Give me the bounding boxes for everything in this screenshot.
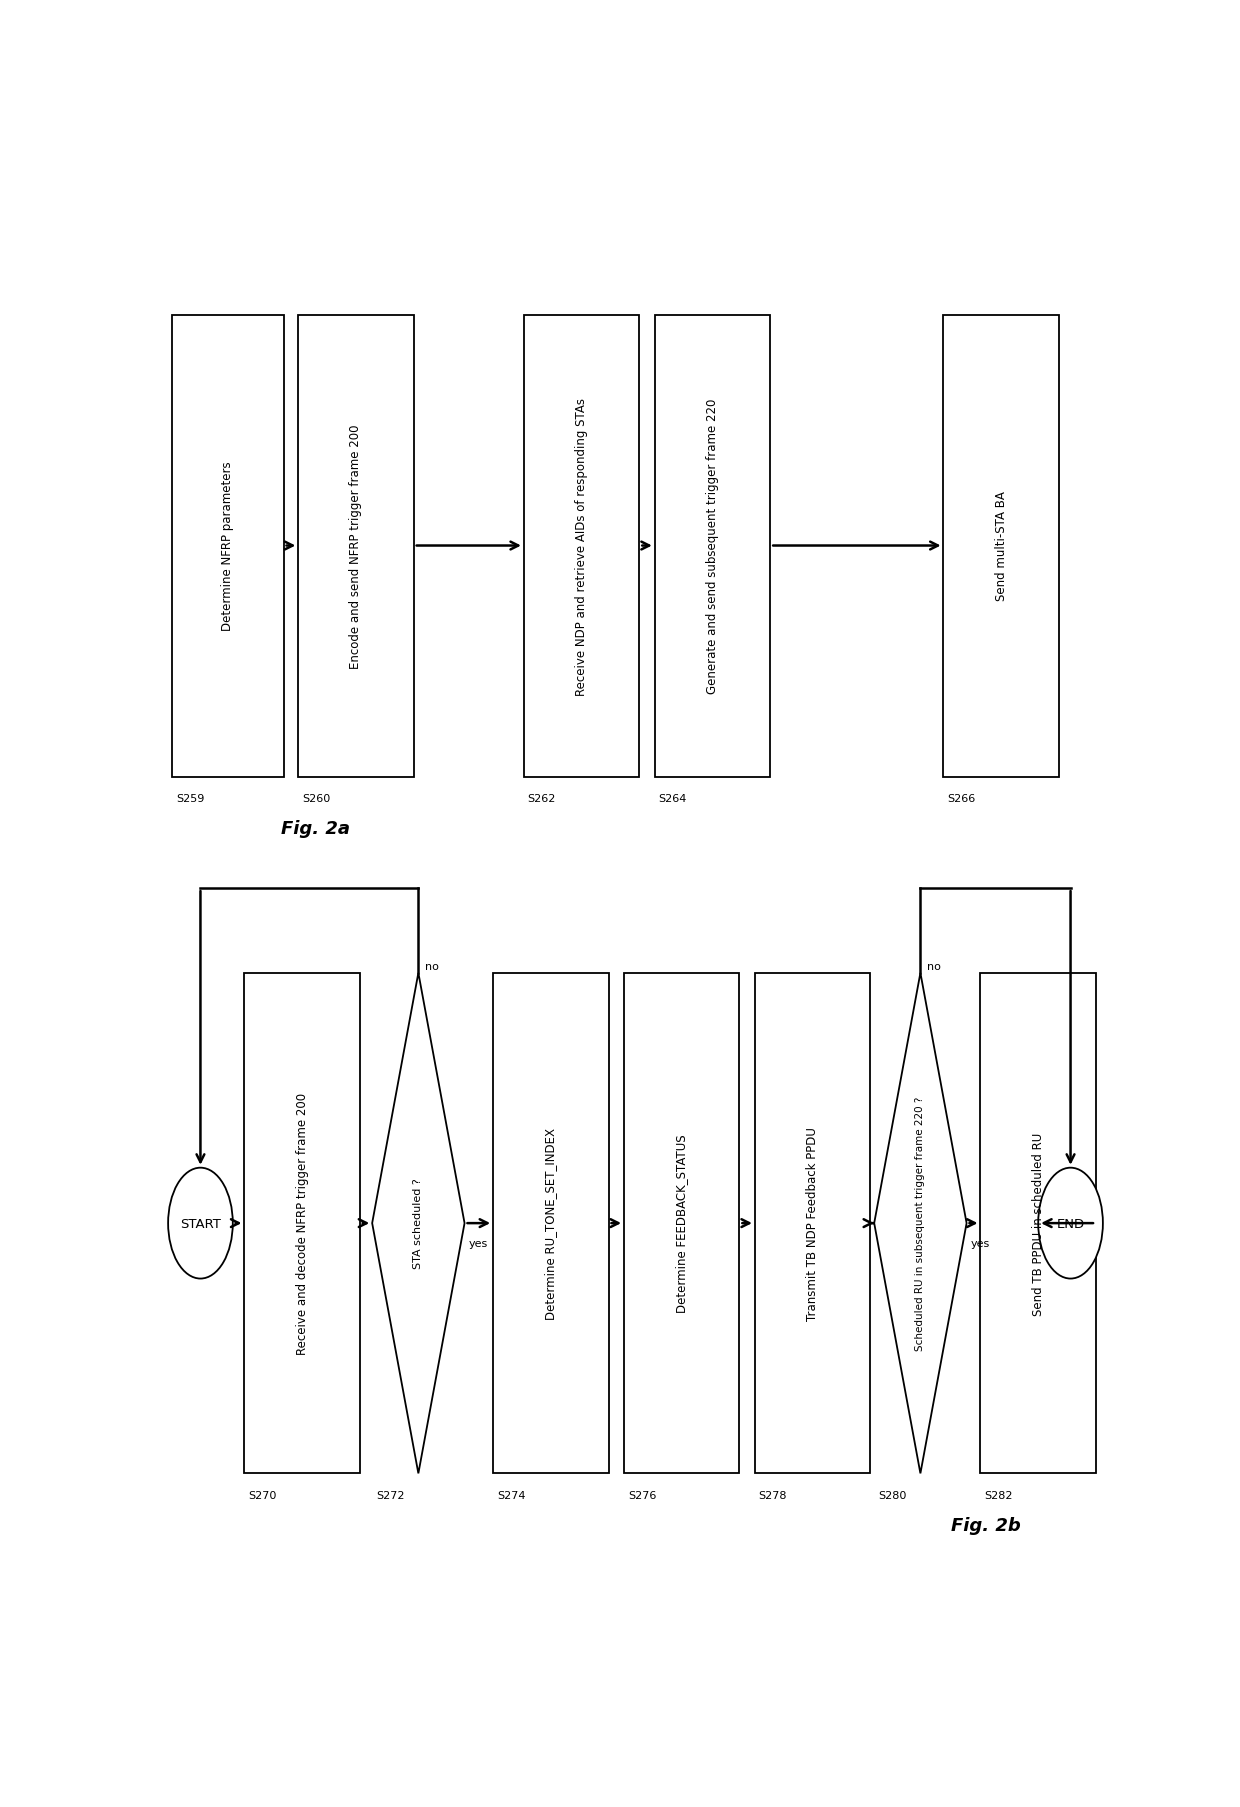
Text: S260: S260 <box>303 793 330 804</box>
Text: Receive NDP and retrieve AIDs of responding STAs: Receive NDP and retrieve AIDs of respond… <box>575 398 588 696</box>
Text: S274: S274 <box>497 1491 526 1500</box>
Text: Fig. 2a: Fig. 2a <box>281 819 351 837</box>
Text: S266: S266 <box>947 793 976 804</box>
Text: yes: yes <box>971 1238 990 1249</box>
Text: S276: S276 <box>627 1491 656 1500</box>
Bar <box>655 316 770 777</box>
Text: S259: S259 <box>176 793 205 804</box>
Ellipse shape <box>1038 1167 1102 1279</box>
Text: S272: S272 <box>376 1491 404 1500</box>
Bar <box>172 316 284 777</box>
Bar <box>981 974 1096 1473</box>
Text: Determine NFRP parameters: Determine NFRP parameters <box>221 461 234 631</box>
Polygon shape <box>372 974 465 1473</box>
Text: S278: S278 <box>759 1491 787 1500</box>
Text: no: no <box>424 961 439 972</box>
Text: Transmit TB NDP Feedback PPDU: Transmit TB NDP Feedback PPDU <box>806 1126 820 1321</box>
Ellipse shape <box>169 1167 233 1279</box>
Text: Fig. 2b: Fig. 2b <box>951 1516 1021 1534</box>
Text: no: no <box>926 961 940 972</box>
Text: S282: S282 <box>985 1491 1013 1500</box>
Bar <box>755 974 870 1473</box>
Text: Determine RU_TONE_SET_INDEX: Determine RU_TONE_SET_INDEX <box>544 1128 557 1319</box>
Text: STA scheduled ?: STA scheduled ? <box>413 1178 423 1269</box>
Bar <box>624 974 739 1473</box>
Bar <box>299 316 414 777</box>
Bar <box>494 974 609 1473</box>
Text: Send multi-STA BA: Send multi-STA BA <box>994 492 1008 602</box>
Polygon shape <box>874 974 967 1473</box>
Text: S280: S280 <box>878 1491 906 1500</box>
Text: END: END <box>1056 1216 1085 1231</box>
Text: yes: yes <box>469 1238 487 1249</box>
Text: S262: S262 <box>528 793 556 804</box>
Bar <box>944 316 1059 777</box>
Text: START: START <box>180 1216 221 1231</box>
Text: Send TB PPDU in scheduled RU: Send TB PPDU in scheduled RU <box>1032 1131 1045 1315</box>
Text: S270: S270 <box>248 1491 277 1500</box>
Text: Determine FEEDBACK_STATUS: Determine FEEDBACK_STATUS <box>676 1135 688 1312</box>
Text: Scheduled RU in subsequent trigger frame 220 ?: Scheduled RU in subsequent trigger frame… <box>915 1097 925 1350</box>
Text: S264: S264 <box>658 793 687 804</box>
Text: Receive and decode NFRP trigger frame 200: Receive and decode NFRP trigger frame 20… <box>295 1093 309 1355</box>
Text: Encode and send NFRP trigger frame 200: Encode and send NFRP trigger frame 200 <box>350 425 362 669</box>
Text: Generate and send subsequent trigger frame 220: Generate and send subsequent trigger fra… <box>706 399 719 694</box>
Bar <box>244 974 360 1473</box>
Bar <box>523 316 640 777</box>
